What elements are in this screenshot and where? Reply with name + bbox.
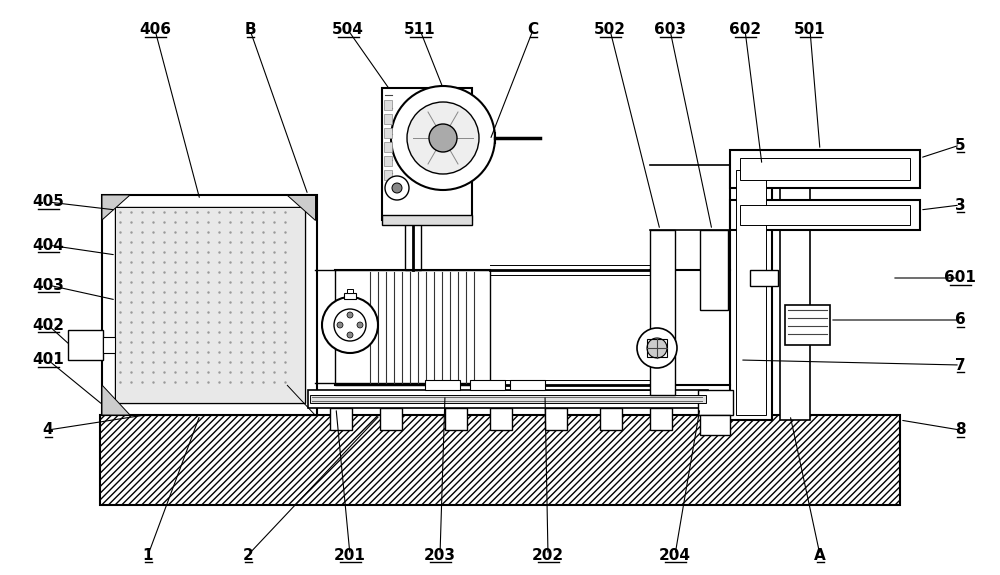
Bar [785,305,830,345]
Bar [335,270,490,385]
Text: 405: 405 [32,194,64,209]
Bar [330,408,352,430]
Text: 403: 403 [32,278,64,293]
Bar [700,230,728,310]
Bar [382,215,472,225]
Text: 404: 404 [32,237,64,252]
Text: 2: 2 [243,547,253,562]
Bar [650,408,672,430]
Bar [115,207,305,403]
Text: 5: 5 [955,137,965,152]
Bar [740,205,910,225]
Bar [384,100,392,110]
Bar [730,150,920,188]
Bar [384,170,392,180]
Text: 1: 1 [143,547,153,562]
Bar [384,128,392,138]
Text: 601: 601 [944,270,976,286]
Bar [490,408,512,430]
Circle shape [347,332,353,338]
Polygon shape [287,195,315,220]
Circle shape [429,124,457,152]
Bar [344,293,356,299]
Circle shape [347,312,353,318]
Bar [100,415,900,505]
Bar [545,408,567,430]
Bar [347,289,353,293]
Text: 203: 203 [424,547,456,562]
Circle shape [357,322,363,328]
Bar [730,165,772,420]
Bar [740,158,910,180]
Circle shape [392,183,402,193]
Circle shape [334,309,366,341]
Bar [310,395,706,403]
Polygon shape [102,385,130,415]
Circle shape [647,338,667,358]
Text: 402: 402 [32,317,64,332]
Text: C: C [527,22,539,37]
Text: 8: 8 [955,423,965,438]
Bar [384,156,392,166]
Bar [445,408,467,430]
Text: 602: 602 [729,22,761,37]
Circle shape [322,297,378,353]
Polygon shape [287,385,315,415]
Bar [736,170,766,415]
Text: 204: 204 [659,547,691,562]
Bar [380,408,402,430]
Bar [103,337,115,353]
Text: 7: 7 [955,358,965,373]
Bar [405,220,421,270]
Bar [700,415,730,435]
Bar [68,330,103,360]
Bar [650,230,675,395]
Circle shape [385,176,409,200]
Bar [116,208,304,402]
Text: 201: 201 [334,547,366,562]
Bar [384,114,392,124]
Bar [730,200,920,230]
Bar [750,270,778,286]
Circle shape [337,322,343,328]
Bar [647,339,667,357]
Bar [470,380,505,390]
Text: 202: 202 [532,547,564,562]
Text: 4: 4 [43,423,53,438]
Circle shape [637,328,677,368]
Bar [510,380,545,390]
Bar [698,390,733,415]
Polygon shape [102,195,130,220]
Bar [384,142,392,152]
Bar [425,380,460,390]
Text: 406: 406 [139,22,171,37]
Text: 504: 504 [332,22,364,37]
Text: 3: 3 [955,197,965,213]
Text: 502: 502 [594,22,626,37]
Text: 603: 603 [654,22,686,37]
Text: 501: 501 [794,22,826,37]
Bar [600,408,622,430]
Text: 6: 6 [955,312,965,328]
Circle shape [391,86,495,190]
Text: 401: 401 [32,352,64,367]
Text: B: B [244,22,256,37]
Bar [780,165,810,420]
Text: 511: 511 [404,22,436,37]
Text: A: A [814,547,826,562]
Bar [308,390,708,408]
Bar [102,195,317,415]
Circle shape [407,102,479,174]
Bar [382,88,472,220]
